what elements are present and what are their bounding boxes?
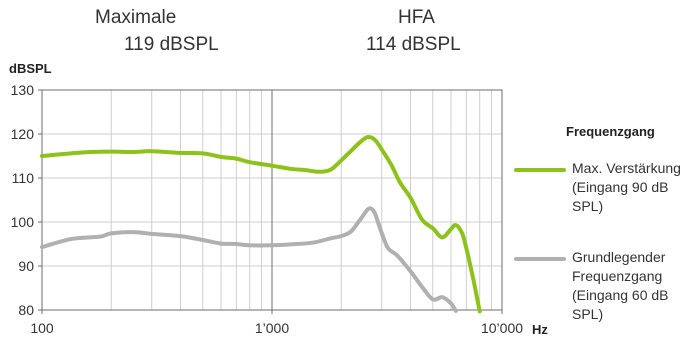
max-header-value: 119 dBSPL [124,34,219,55]
x-axis-ticks: 100 1’000 10’000 [30,310,523,336]
y-tick-label: 80 [18,302,34,318]
y-tick-label: 110 [12,170,35,186]
series-line-basic [40,206,458,313]
y-tick-label: 130 [11,82,35,98]
hfa-header-label: HFA [398,7,435,28]
y-axis-ticks: 80 90 100 110 120 130 [11,82,42,318]
legend-item-basic: Grundlegender Frequenzgang (Eingang 60 d… [514,248,682,324]
legend-title: Frequenzgang [566,124,655,139]
legend-swatch-basic [514,257,566,261]
y-tick-label: 90 [18,258,34,274]
y-axis-unit: dBSPL [9,61,52,76]
legend-label-basic: Grundlegender Frequenzgang (Eingang 60 d… [572,249,669,322]
legend-item-max: Max. Verstärkung (Eingang 90 dB SPL) [514,159,682,216]
y-tick-label: 120 [11,126,35,142]
x-tick-label: 1’000 [255,320,289,336]
legend-swatch-max [514,168,566,172]
hfa-header-value: 114 dBSPL [366,34,461,55]
max-header-label: Maximale [95,7,177,28]
x-axis-unit: Hz [532,322,548,337]
y-tick-label: 100 [11,214,35,230]
series-lines [40,134,482,314]
legend-label-max: Max. Verstärkung (Eingang 90 dB SPL) [572,160,681,214]
x-tick-label: 10’000 [481,320,523,336]
series-line-max [40,134,482,314]
grid [42,90,502,310]
x-tick-label: 100 [30,320,54,336]
